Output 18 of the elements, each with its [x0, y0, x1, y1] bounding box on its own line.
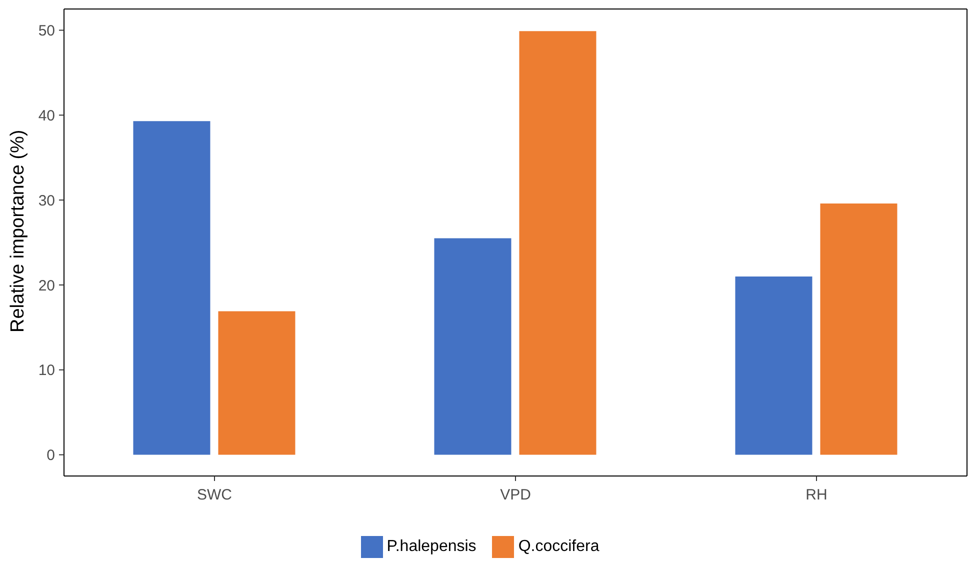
- bar: [735, 276, 812, 455]
- x-tick-label: RH: [806, 486, 828, 504]
- y-tick-label: 40: [38, 107, 55, 124]
- bar: [133, 121, 210, 455]
- bar: [820, 203, 898, 455]
- y-axis-title: Relative importance (%): [8, 130, 29, 332]
- y-tick-label: 30: [38, 192, 55, 210]
- y-tick-label: 20: [38, 277, 55, 294]
- y-tick-label: 50: [38, 22, 55, 40]
- bar: [218, 311, 296, 455]
- y-tick-label: 10: [38, 362, 55, 380]
- bar: [519, 31, 596, 455]
- x-tick-label: VPD: [500, 486, 532, 504]
- x-tick-label: SWC: [197, 486, 232, 504]
- legend-label: P.halepensis: [386, 538, 476, 556]
- y-tick-label: 0: [46, 447, 55, 464]
- legend-label: Q.coccifera: [518, 538, 600, 556]
- bar: [434, 238, 512, 455]
